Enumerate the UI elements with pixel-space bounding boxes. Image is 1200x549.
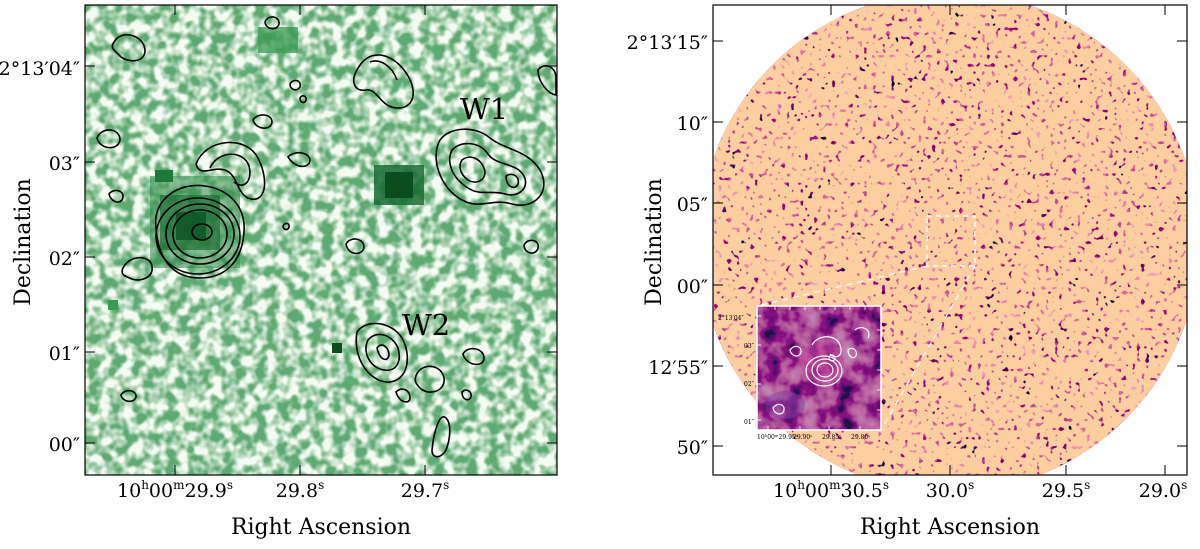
right-xaxis-label: Right Ascension xyxy=(860,515,1040,540)
inset-ytick-3: 01″ xyxy=(744,419,755,426)
inset-ytick-1: 03″ xyxy=(744,343,755,350)
right-xtick-3: 29.0s xyxy=(1139,478,1187,502)
left-ytick-1: 03″ xyxy=(49,153,80,175)
left-xtick-1: 29.8s xyxy=(276,478,324,502)
right-ytick-3: 00″ xyxy=(677,276,708,298)
label-w1: W1 xyxy=(460,92,508,126)
inset-contours xyxy=(772,326,870,415)
inset-ytick-0: 2°13′04″ xyxy=(718,315,744,322)
left-xtick-0: 10h00m29.9s xyxy=(117,478,233,502)
right-xtick-0: 10h00m30.5s xyxy=(773,478,889,502)
right-ytick-2: 05″ xyxy=(677,194,708,216)
left-ytick-3: 01″ xyxy=(49,343,80,365)
inset-ytick-2: 02″ xyxy=(744,381,755,388)
left-ytick-4: 00″ xyxy=(49,434,80,456)
right-panel: 2°13′04″ 03″ 02″ 01″ 10ʰ00ᵐ29.95ˢ 29.90ˢ… xyxy=(627,4,1188,540)
left-ytick-0: 2°13′04″ xyxy=(0,58,80,80)
left-yaxis-label: Declination xyxy=(11,178,36,306)
left-frame xyxy=(84,4,558,476)
left-ytick-2: 02″ xyxy=(49,248,80,270)
left-image xyxy=(85,5,557,475)
right-ytick-0: 2°13′15″ xyxy=(627,32,708,54)
right-ticks xyxy=(713,5,1187,475)
label-w2: W2 xyxy=(402,308,450,342)
inset-xtick-3: 29.80ˢ xyxy=(851,434,870,441)
inset-xtick-1: 29.90ˢ xyxy=(793,434,812,441)
inset-xtick-0: 10ʰ00ᵐ29.95ˢ xyxy=(757,434,798,441)
right-xtick-2: 29.5s xyxy=(1042,478,1090,502)
left-panel: W1 W2 2°13′04″ 03″ 02″ 01″ 00″ 10h00m29.… xyxy=(0,4,558,540)
inset-xtick-2: 29.85ˢ xyxy=(822,434,841,441)
left-xaxis-label: Right Ascension xyxy=(231,515,411,540)
right-yaxis-label: Declination xyxy=(642,178,667,306)
zoom-region xyxy=(926,215,976,267)
left-xtick-2: 29.7s xyxy=(401,478,449,502)
inset: 2°13′04″ 03″ 02″ 01″ 10ʰ00ᵐ29.95ˢ 29.90ˢ… xyxy=(718,305,882,441)
right-ytick-5: 50″ xyxy=(677,437,708,459)
left-contours xyxy=(96,16,557,458)
left-ticks xyxy=(85,5,557,475)
right-xtick-1: 30.0s xyxy=(926,478,974,502)
right-ytick-4: 12′55″ xyxy=(648,357,708,379)
right-ytick-1: 10″ xyxy=(677,113,708,135)
